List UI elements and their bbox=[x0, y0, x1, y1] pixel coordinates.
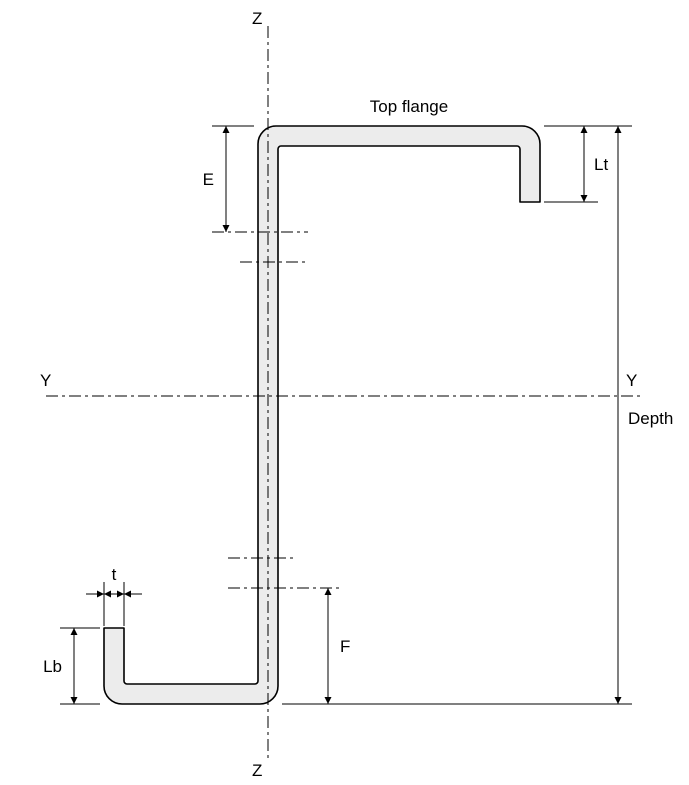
label-top-flange: Top flange bbox=[370, 97, 448, 116]
z-profile-fill bbox=[104, 126, 540, 704]
z-profile-outline bbox=[104, 126, 540, 704]
label-z-top: Z bbox=[252, 9, 262, 28]
label-y-right: Y bbox=[626, 371, 637, 390]
label-lb: Lb bbox=[43, 657, 62, 676]
label-y-left: Y bbox=[40, 371, 51, 390]
label-e: E bbox=[203, 170, 214, 189]
label-depth: Depth bbox=[628, 409, 673, 428]
label-f: F bbox=[340, 637, 350, 656]
label-t: t bbox=[112, 565, 117, 584]
label-z-bottom: Z bbox=[252, 761, 262, 780]
label-lt: Lt bbox=[594, 155, 608, 174]
